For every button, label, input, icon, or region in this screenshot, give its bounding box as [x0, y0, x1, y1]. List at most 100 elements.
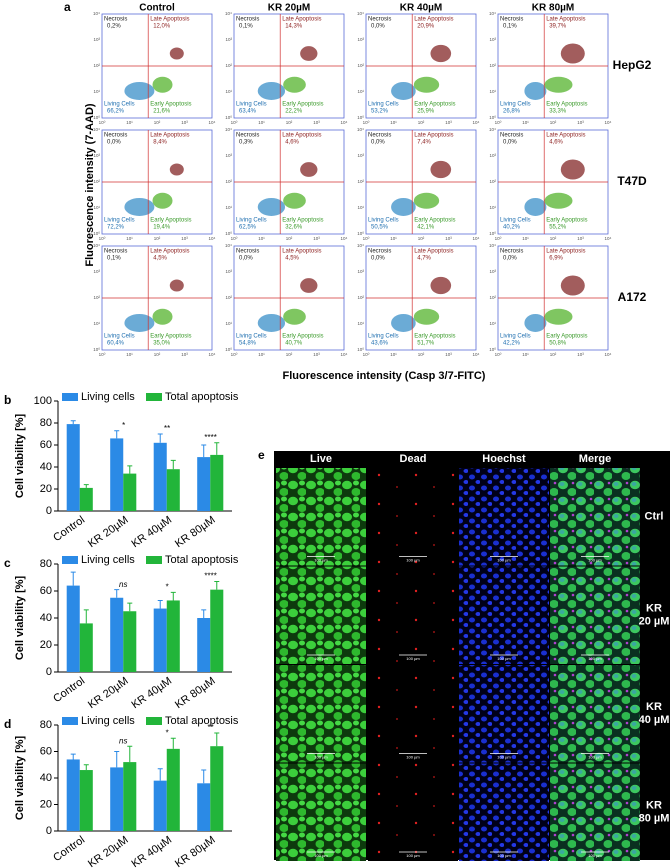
- bar: [210, 454, 224, 511]
- cell-cloud: [169, 163, 184, 176]
- quadrant-name: Early Apoptosis: [282, 334, 323, 340]
- micrograph: [459, 468, 549, 566]
- legend-label: Total apoptosis: [165, 391, 239, 403]
- y-tick-label: 10²: [93, 295, 100, 300]
- significance: **: [207, 723, 214, 732]
- quadrant-percent: 50,8%: [549, 341, 567, 347]
- quadrant-percent: 43,6%: [371, 341, 389, 347]
- quadrant-percent: 0,0%: [371, 140, 385, 146]
- y-tick-label: 0: [46, 825, 52, 837]
- quadrant-name: Late Apoptosis: [546, 249, 585, 255]
- significance: *: [122, 421, 126, 430]
- quadrant-percent: 33,3%: [549, 109, 567, 115]
- error-bar: [114, 430, 120, 439]
- quadrant-percent: 60,4%: [107, 341, 125, 347]
- x-tick-label: 10¹: [390, 352, 397, 357]
- y-tick-label: 10⁴: [357, 11, 364, 16]
- row-label: 80 µM: [639, 813, 670, 825]
- quadrant-percent: 54,8%: [239, 341, 257, 347]
- error-bar: [214, 581, 220, 590]
- cell-cloud: [152, 192, 173, 209]
- cell-cloud: [300, 278, 318, 293]
- y-tick-label: 10⁴: [357, 243, 364, 248]
- y-tick-label: 10⁴: [225, 127, 232, 132]
- cell-cloud: [413, 76, 440, 93]
- x-tick-label: 10⁰: [495, 236, 502, 241]
- quadrant-name: Necrosis: [104, 249, 127, 255]
- cell-cloud: [413, 192, 440, 209]
- scale-bar-label: 100 µm: [314, 558, 328, 563]
- error-bar: [70, 420, 76, 425]
- cell-cloud: [257, 313, 286, 332]
- quadrant-name: Living Cells: [236, 218, 267, 224]
- quadrant-percent: 53,2%: [371, 109, 389, 115]
- x-tick-label: 10³: [181, 120, 188, 125]
- error-bar: [170, 459, 176, 470]
- cell-cloud: [430, 160, 452, 179]
- x-tick-label: KR 40µM: [130, 514, 175, 550]
- y-tick-label: 10³: [93, 269, 100, 274]
- error-bar: [70, 753, 76, 760]
- quadrant-percent: 50,5%: [371, 225, 389, 231]
- x-tick-label: 10¹: [390, 120, 397, 125]
- y-axis-label: Cell viability [%]: [14, 413, 26, 498]
- quadrant-percent: 0,0%: [239, 256, 253, 262]
- quadrant-percent: 7,4%: [417, 140, 431, 146]
- y-tick-label: 100: [34, 395, 52, 407]
- quadrant-name: Living Cells: [104, 102, 135, 108]
- y-tick-label: 10²: [93, 63, 100, 68]
- quadrant-name: Living Cells: [236, 334, 267, 340]
- y-tick-label: 10¹: [489, 321, 496, 326]
- error-bar: [127, 745, 133, 763]
- scale-bar-label: 100 µm: [314, 755, 328, 760]
- x-tick-label: 10⁴: [209, 352, 216, 357]
- cell-cloud: [524, 81, 547, 100]
- x-tick-label: KR 80µM: [173, 834, 218, 868]
- quadrant-percent: 21,6%: [153, 109, 171, 115]
- quadrant-name: Necrosis: [500, 17, 523, 23]
- x-tick-label: 10⁰: [231, 236, 238, 241]
- bar: [197, 783, 211, 831]
- x-tick-label: KR 20µM: [86, 834, 131, 868]
- y-tick-label: 10⁰: [225, 231, 232, 236]
- significance: ****: [204, 433, 217, 442]
- error-bar: [157, 433, 163, 443]
- scale-bar-label: 100 µm: [588, 656, 602, 661]
- x-tick-label: 10¹: [126, 120, 133, 125]
- bar: [79, 623, 93, 672]
- y-tick-label: 10¹: [357, 205, 364, 210]
- y-tick-label: 80: [40, 558, 52, 570]
- quadrant-name: Necrosis: [236, 17, 259, 23]
- y-tick-label: 80: [40, 417, 52, 429]
- x-tick-label: 10²: [550, 352, 557, 357]
- cell-cloud: [391, 81, 416, 100]
- x-tick-label: 10³: [445, 236, 452, 241]
- cell-cloud: [283, 308, 306, 325]
- x-tick-label: Control: [51, 514, 87, 544]
- quadrant-name: Early Apoptosis: [546, 218, 587, 224]
- y-tick-label: 10³: [225, 37, 232, 42]
- y-axis-label: Cell viability [%]: [14, 575, 26, 660]
- quadrant-name: Early Apoptosis: [150, 218, 191, 224]
- quadrant-percent: 0,0%: [371, 24, 385, 30]
- quadrant-name: Necrosis: [236, 133, 259, 139]
- bar: [79, 770, 93, 831]
- x-tick-label: 10⁴: [209, 120, 216, 125]
- bar: [110, 438, 124, 511]
- y-tick-label: 10²: [489, 179, 496, 184]
- y-tick-label: 40: [40, 612, 52, 624]
- error-bar: [201, 769, 207, 784]
- cell-cloud: [524, 313, 547, 332]
- quadrant-percent: 66,2%: [107, 109, 125, 115]
- quadrant-name: Living Cells: [236, 102, 267, 108]
- micrograph: [368, 763, 458, 861]
- x-tick-label: 10⁴: [473, 352, 480, 357]
- legend-swatch: [146, 556, 162, 564]
- quadrant-name: Late Apoptosis: [150, 249, 189, 255]
- quadrant-name: Necrosis: [104, 133, 127, 139]
- cell-cloud: [300, 162, 318, 177]
- quadrant-percent: 0,1%: [107, 256, 121, 262]
- quadrant-name: Living Cells: [368, 334, 399, 340]
- significance: ns: [119, 580, 127, 589]
- error-bar: [83, 609, 89, 624]
